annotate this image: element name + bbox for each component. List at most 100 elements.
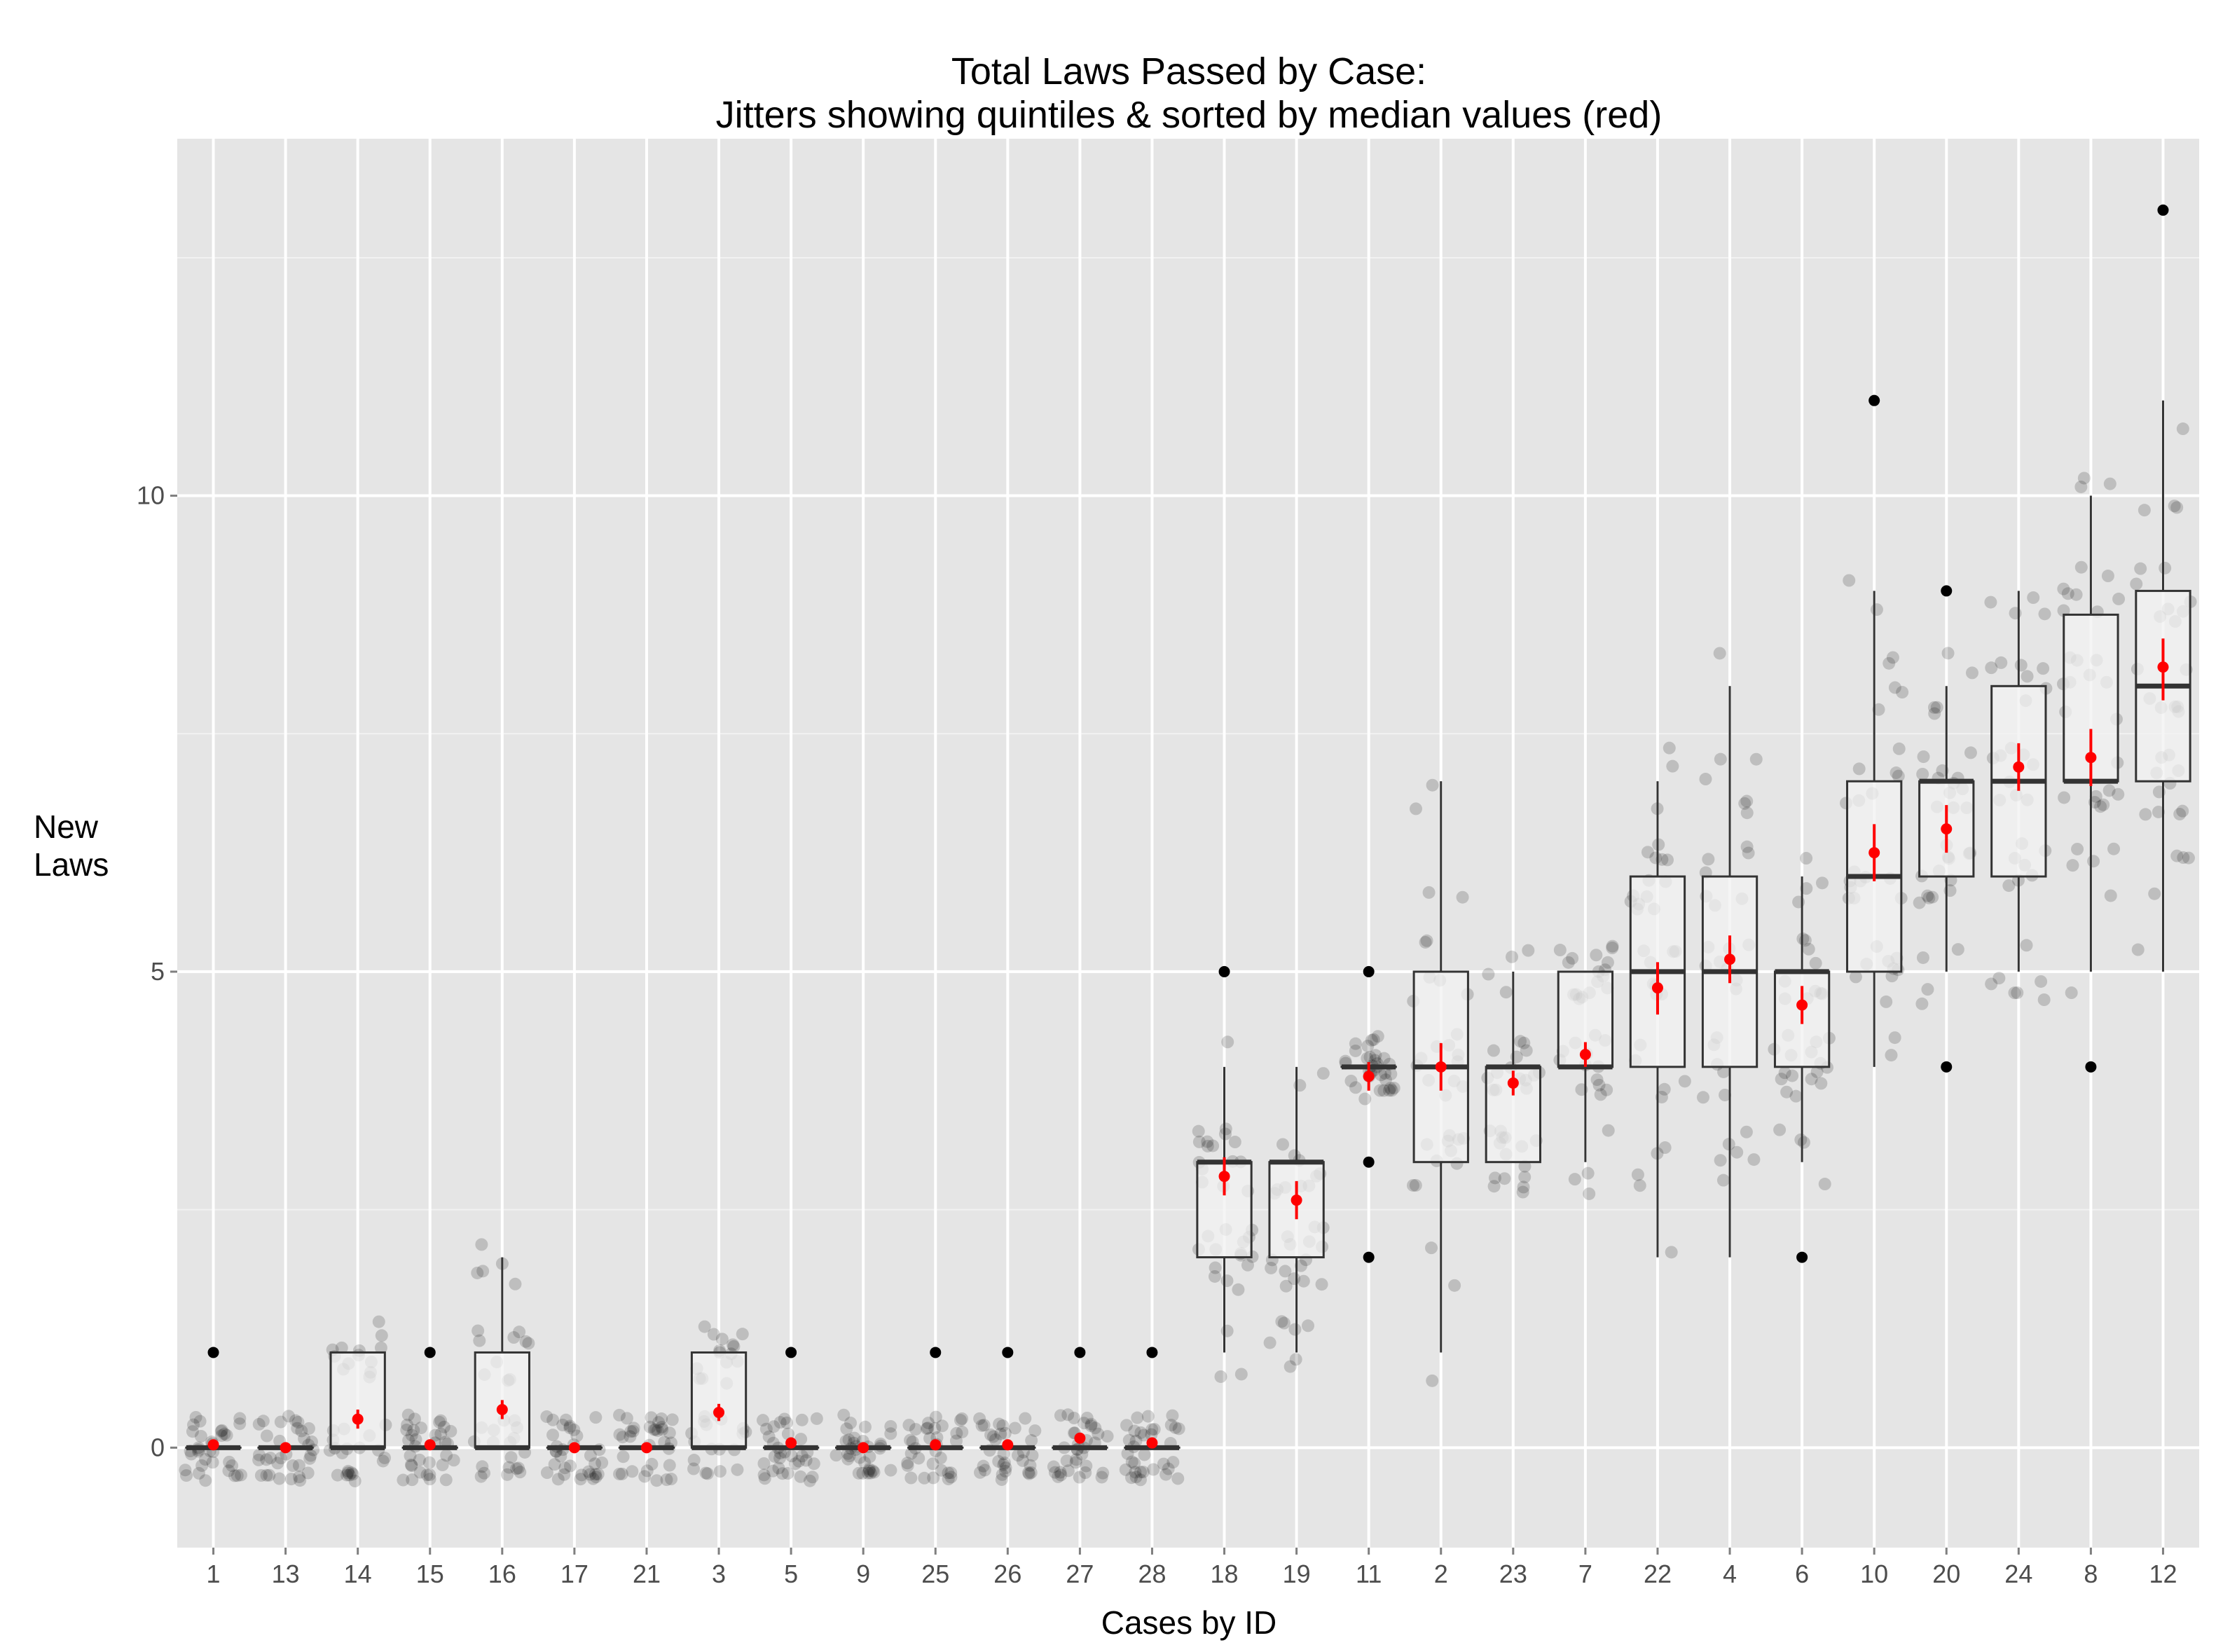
jitter-point xyxy=(1883,656,1896,670)
jitter-point xyxy=(1456,890,1469,904)
jitter-point xyxy=(2037,662,2050,675)
jitter-point xyxy=(215,1424,228,1437)
mean-point xyxy=(1868,847,1880,859)
jitter-point xyxy=(263,1468,276,1482)
jitter-point xyxy=(1880,995,1893,1008)
mean-point xyxy=(568,1442,580,1454)
jitter-point xyxy=(687,1462,701,1475)
jitter-point xyxy=(1517,1181,1530,1194)
jitter-point xyxy=(2130,577,2143,591)
jitter-point xyxy=(478,1466,491,1480)
jitter-point xyxy=(408,1412,421,1426)
mean-point xyxy=(640,1442,652,1454)
jitter-point xyxy=(1369,1049,1382,1062)
jitter-point xyxy=(397,1473,410,1487)
jitter-point xyxy=(1985,661,1998,675)
outlier-point xyxy=(1218,965,1230,977)
jitter-point xyxy=(2152,805,2165,818)
jitter-point xyxy=(942,1473,955,1486)
jitter-point xyxy=(589,1457,602,1471)
jitter-point xyxy=(1125,1455,1138,1468)
jitter-point xyxy=(341,1464,355,1478)
outlier-point xyxy=(1363,965,1375,977)
jitter-point xyxy=(1339,1054,1352,1068)
jitter-point xyxy=(563,1421,577,1434)
jitter-point xyxy=(1872,703,1885,716)
jitter-point xyxy=(1384,1082,1397,1095)
jitter-point xyxy=(1316,1067,1330,1080)
jitter-point xyxy=(1295,1259,1308,1272)
jitter-point xyxy=(233,1417,247,1431)
jitter-point xyxy=(864,1466,877,1480)
x-tick-label: 18 xyxy=(1211,1560,1239,1588)
mean-point xyxy=(858,1442,869,1454)
jitter-point xyxy=(1802,942,1815,956)
jitter-point xyxy=(904,1447,918,1460)
jitter-point xyxy=(1021,1466,1035,1480)
y-axis-title-line1: New xyxy=(34,808,99,845)
mean-point xyxy=(207,1439,219,1451)
jitter-point xyxy=(234,1468,247,1482)
x-tick-label: 16 xyxy=(488,1560,516,1588)
jitter-point xyxy=(994,1427,1007,1440)
mean-point xyxy=(1724,954,1736,965)
jitter-point xyxy=(1631,1168,1644,1181)
jitter-point xyxy=(1201,1135,1214,1148)
jitter-point xyxy=(1926,890,1939,904)
jitter-point xyxy=(773,1452,787,1465)
jitter-point xyxy=(1740,806,1754,820)
jitter-point xyxy=(2173,808,2187,821)
outlier-point xyxy=(1002,1347,1014,1358)
mean-point xyxy=(496,1403,508,1415)
jitter-point xyxy=(1085,1417,1098,1431)
mean-point xyxy=(1146,1437,1158,1449)
jitter-point xyxy=(556,1419,570,1432)
jitter-point xyxy=(1026,1449,1039,1462)
jitter-point xyxy=(1122,1433,1136,1447)
jitter-point xyxy=(792,1454,806,1468)
jitter-point xyxy=(474,1470,488,1483)
mean-point xyxy=(1218,1171,1230,1183)
jitter-point xyxy=(1241,1258,1254,1272)
outlier-point xyxy=(1796,1251,1808,1263)
jitter-point xyxy=(1716,1173,1730,1187)
jitter-point xyxy=(514,1466,527,1479)
jitter-point xyxy=(2014,659,2028,672)
jitter-point xyxy=(589,1468,602,1481)
jitter-point xyxy=(591,1468,605,1481)
jitter-point xyxy=(510,1462,523,1475)
x-tick-label: 26 xyxy=(993,1560,1021,1588)
outlier-point xyxy=(1363,1251,1375,1263)
jitter-point xyxy=(1702,853,1715,866)
jitter-point xyxy=(795,1413,808,1426)
jitter-point xyxy=(1344,1074,1358,1087)
jitter-point xyxy=(861,1466,874,1480)
jitter-point xyxy=(803,1474,816,1487)
x-tick-label: 22 xyxy=(1644,1560,1672,1588)
jitter-point xyxy=(189,1410,202,1424)
jitter-point xyxy=(293,1471,306,1484)
jitter-point xyxy=(1520,1044,1533,1057)
jitter-point xyxy=(1487,1044,1500,1057)
x-tick-label: 17 xyxy=(560,1560,589,1588)
jitter-point xyxy=(2112,787,2125,801)
jitter-point xyxy=(1606,942,1619,955)
jitter-point xyxy=(906,1435,919,1448)
jitter-point xyxy=(1263,1336,1276,1349)
jitter-point xyxy=(909,1423,922,1436)
x-tick-label: 21 xyxy=(633,1560,661,1588)
jitter-point xyxy=(1581,1166,1595,1180)
jitter-point xyxy=(1136,1466,1150,1479)
jitter-point xyxy=(767,1420,780,1433)
jitter-point xyxy=(2148,887,2161,900)
jitter-point xyxy=(1134,1426,1148,1439)
mean-point xyxy=(1074,1432,1086,1444)
jitter-point xyxy=(1498,1172,1511,1185)
jitter-point xyxy=(1514,1035,1527,1048)
jitter-point xyxy=(624,1425,638,1438)
jitter-point xyxy=(1805,1073,1818,1086)
jitter-point xyxy=(218,1427,231,1440)
jitter-point xyxy=(655,1421,668,1434)
jitter-point xyxy=(2074,560,2088,574)
jitter-point xyxy=(1661,853,1674,867)
